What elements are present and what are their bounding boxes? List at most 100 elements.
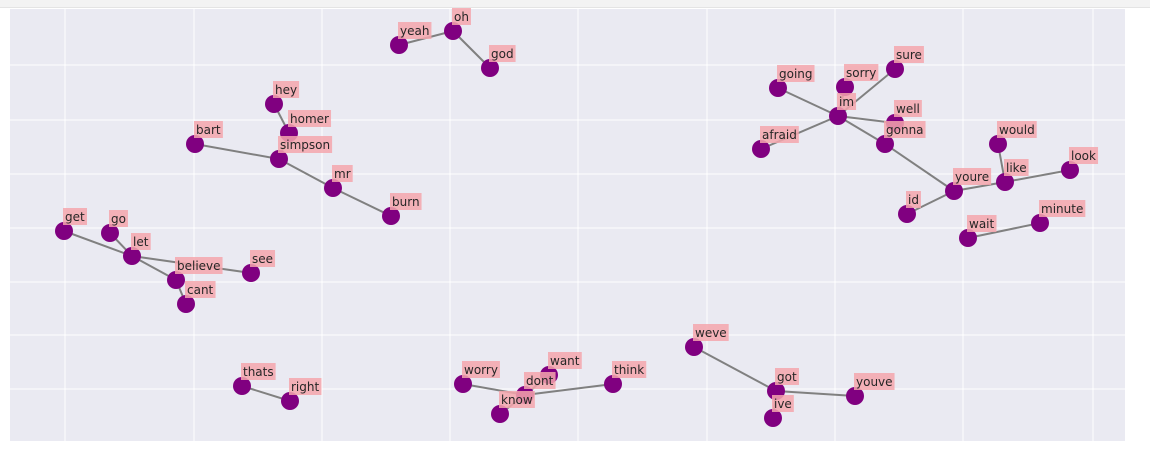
edge-weve-got — [693, 346, 777, 392]
label-let: let — [131, 233, 151, 250]
node-mr — [324, 179, 342, 197]
label-dont: dont — [524, 372, 556, 389]
label-box-god — [489, 45, 516, 62]
label-box-ive — [772, 395, 794, 412]
node-youre — [945, 182, 963, 200]
label-thats: thats — [241, 363, 276, 380]
node-oh — [444, 22, 462, 40]
label-text-thats: thats — [243, 365, 274, 379]
label-box-see — [250, 250, 276, 267]
label-think: think — [612, 361, 647, 378]
label-sure: sure — [894, 46, 924, 63]
label-want: want — [548, 352, 582, 369]
node-minute — [1031, 214, 1049, 232]
node-see — [242, 264, 260, 282]
node-believe — [167, 271, 185, 289]
label-ive: ive — [772, 395, 794, 412]
label-text-simpson: simpson — [280, 138, 330, 152]
edge-dont-think — [524, 383, 614, 396]
label-sorry: sorry — [844, 64, 879, 81]
node-afraid — [752, 140, 770, 158]
label-text-see: see — [252, 252, 273, 266]
edge-like-look — [1004, 169, 1071, 183]
label-box-weve — [693, 324, 729, 341]
node-know — [491, 405, 509, 423]
label-would: would — [997, 121, 1037, 138]
node-worry — [454, 375, 472, 393]
label-text-like: like — [1006, 161, 1027, 175]
edge-afraid-im — [760, 115, 839, 150]
label-text-cant: cant — [187, 283, 214, 297]
label-text-ive: ive — [774, 397, 792, 411]
node-ive — [764, 409, 782, 427]
label-box-cant — [185, 281, 216, 298]
label-text-worry: worry — [464, 363, 498, 377]
label-text-im: im — [839, 95, 854, 109]
edge-get-let — [63, 230, 133, 257]
label-yeah: yeah — [398, 22, 432, 39]
label-box-homer — [288, 110, 332, 127]
node-weve — [685, 338, 703, 356]
label-text-youre: youre — [955, 170, 989, 184]
label-text-sorry: sorry — [846, 66, 876, 80]
nodes — [55, 22, 1079, 427]
label-box-think — [612, 361, 647, 378]
node-get — [55, 222, 73, 240]
label-text-let: let — [133, 235, 149, 249]
label-get: get — [63, 208, 87, 225]
label-text-god: god — [491, 47, 514, 61]
label-box-well — [894, 100, 922, 117]
node-sure — [886, 60, 904, 78]
label-see: see — [250, 250, 276, 267]
node-right — [281, 392, 299, 410]
label-text-look: look — [1071, 149, 1096, 163]
node-wait — [959, 229, 977, 247]
edge-wait-minute — [967, 222, 1041, 239]
label-homer: homer — [288, 110, 332, 127]
plot-area — [10, 9, 1125, 441]
label-worry: worry — [462, 361, 500, 378]
node-simpson — [270, 150, 288, 168]
label-youre: youre — [953, 168, 992, 185]
label-minute: minute — [1039, 200, 1086, 217]
node-sorry — [836, 78, 854, 96]
label-gonna: gonna — [884, 121, 926, 138]
label-box-minute — [1039, 200, 1086, 217]
label-afraid: afraid — [760, 126, 799, 143]
node-youve — [846, 387, 864, 405]
label-text-mr: mr — [334, 167, 351, 181]
label-box-oh — [452, 8, 471, 25]
label-box-mr — [332, 165, 353, 182]
label-text-would: would — [999, 123, 1035, 137]
label-text-know: know — [501, 393, 533, 407]
label-box-youre — [953, 168, 992, 185]
label-look: look — [1069, 147, 1099, 164]
edge-gonna-im — [837, 115, 886, 145]
node-cant — [177, 295, 195, 313]
label-weve: weve — [693, 324, 729, 341]
node-look — [1061, 161, 1079, 179]
label-text-got: got — [777, 370, 797, 384]
label-text-yeah: yeah — [400, 24, 429, 38]
label-box-go — [109, 210, 128, 227]
label-box-afraid — [760, 126, 799, 143]
label-box-thats — [241, 363, 276, 380]
label-text-going: going — [779, 67, 813, 81]
label-know: know — [499, 391, 535, 408]
label-oh: oh — [452, 8, 471, 25]
label-text-sure: sure — [896, 48, 922, 62]
label-box-get — [63, 208, 87, 225]
label-box-believe — [175, 257, 223, 274]
label-box-im — [837, 93, 857, 110]
edge-going-im — [777, 87, 839, 117]
label-box-youve — [854, 373, 895, 390]
label-id: id — [906, 191, 921, 208]
label-burn: burn — [390, 193, 422, 210]
label-right: right — [289, 378, 322, 395]
label-box-worry — [462, 361, 500, 378]
edge-got-youve — [775, 390, 856, 397]
label-box-id — [906, 191, 921, 208]
label-text-minute: minute — [1041, 202, 1083, 216]
label-text-gonna: gonna — [886, 123, 924, 137]
label-wait: wait — [967, 215, 997, 232]
